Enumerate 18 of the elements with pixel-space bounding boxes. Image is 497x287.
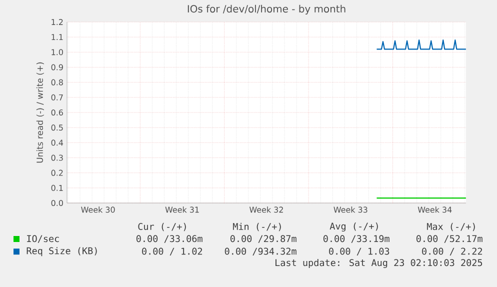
text: 0.00 /934.32m: [224, 248, 296, 256]
y-axis-title: Units read (-) / write (+): [36, 62, 44, 163]
text: Avg (-/+): [330, 222, 378, 232]
text: 0.00 /33.06m: [136, 235, 202, 243]
chart-title: IOs for /dev/ol/home - by month: [188, 4, 346, 15]
text: 0.00 /33.19m: [323, 235, 390, 243]
text: Min (-/+): [232, 222, 281, 232]
text: 0.00 /52.17m: [416, 235, 482, 243]
line-series: [376, 40, 466, 50]
text: 0.00 /29.87m: [230, 235, 296, 243]
text: Last update: Sat Aug 23 02:10:03 2025: [276, 258, 482, 268]
text: 0.00 / 1.03: [329, 248, 390, 256]
text: 0.00 / 2.22: [422, 248, 482, 256]
legend-label: Req Size (KB): [26, 247, 97, 256]
legend-label: IO/sec: [27, 235, 59, 243]
text: Max (-/+): [426, 222, 475, 232]
text: Cur (-/+): [138, 222, 186, 232]
text: 0.00 / 1.02: [142, 248, 202, 256]
